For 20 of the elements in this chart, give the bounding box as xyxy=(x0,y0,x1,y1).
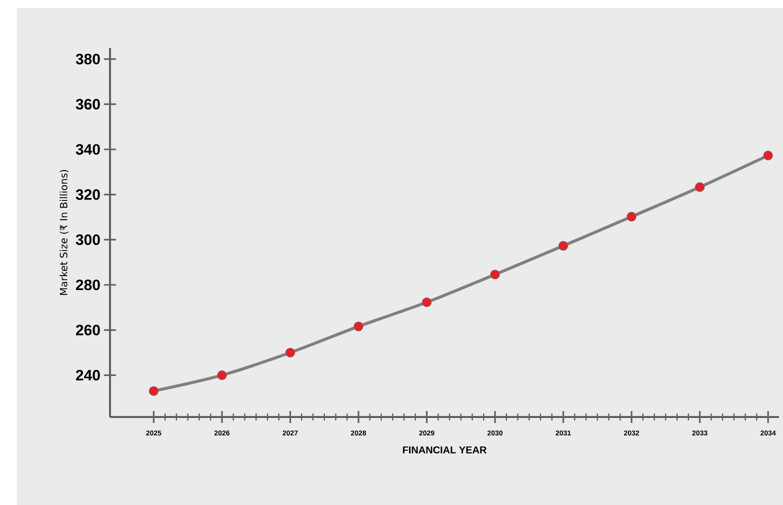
point xyxy=(148,386,158,396)
y-tick-label: 380 xyxy=(76,54,100,64)
point xyxy=(695,182,705,192)
point xyxy=(354,322,364,332)
point xyxy=(285,348,296,358)
point xyxy=(763,150,773,160)
y-tick-label: 320 xyxy=(76,189,100,200)
point xyxy=(558,241,568,251)
y-tick-label: 300 xyxy=(76,234,100,246)
y-tick-label: 260 xyxy=(76,324,100,336)
point xyxy=(217,370,227,380)
point xyxy=(626,212,636,222)
y-tick-label: 280 xyxy=(76,280,100,290)
point xyxy=(422,297,432,308)
point xyxy=(490,270,500,280)
y-axis-title: Market Size (₹ In Billions) xyxy=(60,170,69,295)
y-tick-label: 340 xyxy=(76,144,100,155)
x-axis-title: FINANCIAL YEAR xyxy=(402,446,487,454)
y-tick-label: 240 xyxy=(76,370,100,381)
y-tick-label: 360 xyxy=(76,98,100,110)
